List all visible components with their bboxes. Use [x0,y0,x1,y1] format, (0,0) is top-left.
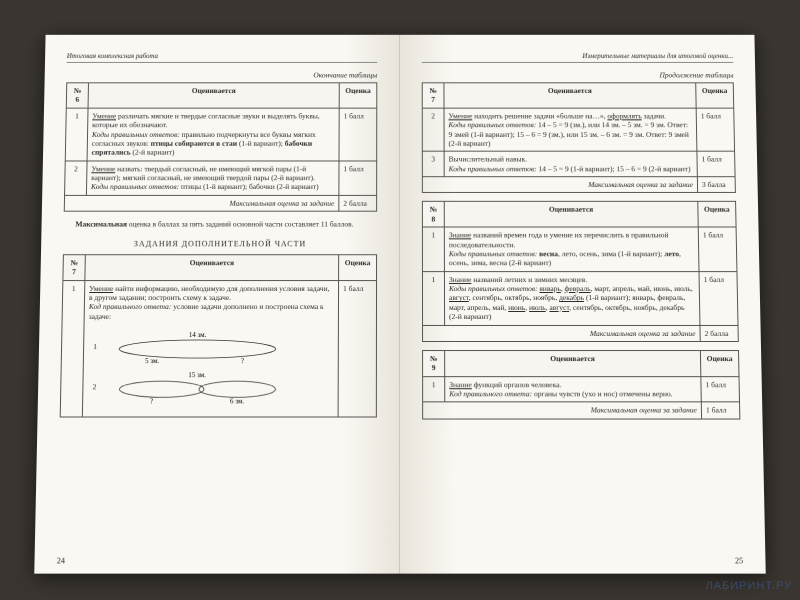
table-row: 2 Умение находить решение задачи «больше… [422,108,734,152]
running-head-left: Итоговая комплексная работа [67,52,378,63]
section-heading: ЗАДАНИЯ ДОПОЛНИТЕЛЬНОЙ ЧАСТИ [63,239,377,248]
svg-text:?: ? [241,358,244,365]
rubric-table-6: № 6 Оценивается Оценка 1 Умение различат… [64,82,378,211]
col-eval: Оценивается [88,83,339,108]
max-row: Максимальная оценка за задание 2 балла [64,195,376,211]
max-row: Максимальная оценка за задание 1 балл [423,402,740,419]
summary-text: Максимальная оценка в баллах за пять зад… [63,220,377,230]
max-row: Максимальная оценка за задание 3 балла [422,177,735,193]
col-score: Оценка [339,83,377,108]
svg-text:?: ? [150,398,153,405]
table-row: 1 Знание функций органов человека. Код п… [423,376,740,402]
table-row: 1 Умение найти информацию, необходимую д… [60,280,376,417]
table-row: 1 Знание названий времен года и умение и… [422,227,737,271]
rubric-table-8: № 8 Оценивается Оценка 1 Знание названий… [422,201,739,342]
col-num: № 6 [66,83,88,108]
rubric-table-9: № 9 Оценивается Оценка 1 Знание функций … [422,350,740,419]
svg-text:5 зм.: 5 зм. [145,358,159,365]
right-page: Измерительные материалы для итоговой оце… [400,35,766,574]
table-row: 1 Знание названий летних и зимних месяце… [422,271,738,325]
watermark: ЛАБИРИНТ.РУ [705,580,792,592]
running-head-right: Измерительные материалы для итоговой оце… [422,52,734,63]
table-caption: Продолжение таблицы [422,71,734,80]
ellipse-icon: 15 зм. ? 6 зм. [111,369,282,405]
left-page: Итоговая комплексная работа Окончание та… [34,35,400,574]
table-row: 2 Умение назвать: твердый согласный, не … [65,161,377,196]
max-row: Максимальная оценка за задание 2 балла [423,325,739,341]
page-number: 24 [57,556,65,565]
page-number: 25 [735,556,743,565]
svg-text:6 зм.: 6 зм. [230,398,244,405]
ellipse-icon: 14 зм. 5 зм. ? [112,329,283,365]
rubric-table-7-left: № 7 Оценивается Оценка 1 Умение найти ин… [60,254,377,418]
rubric-table-7-right: № 7 Оценивается Оценка 2 Умение находить… [422,82,736,193]
svg-text:15 зм.: 15 зм. [188,372,206,379]
schema-diagram: 1 14 зм. 5 зм. ? 2 15 зм. [87,321,334,413]
open-book: Итоговая комплексная работа Окончание та… [34,35,765,574]
svg-text:14 зм.: 14 зм. [189,332,207,339]
table-caption: Окончание таблицы [66,71,377,80]
table-row: 3 Вычислительный навык. Коды правильных … [422,151,735,176]
table-row: 1 Умение различать мягкие и твердые согл… [65,108,377,161]
